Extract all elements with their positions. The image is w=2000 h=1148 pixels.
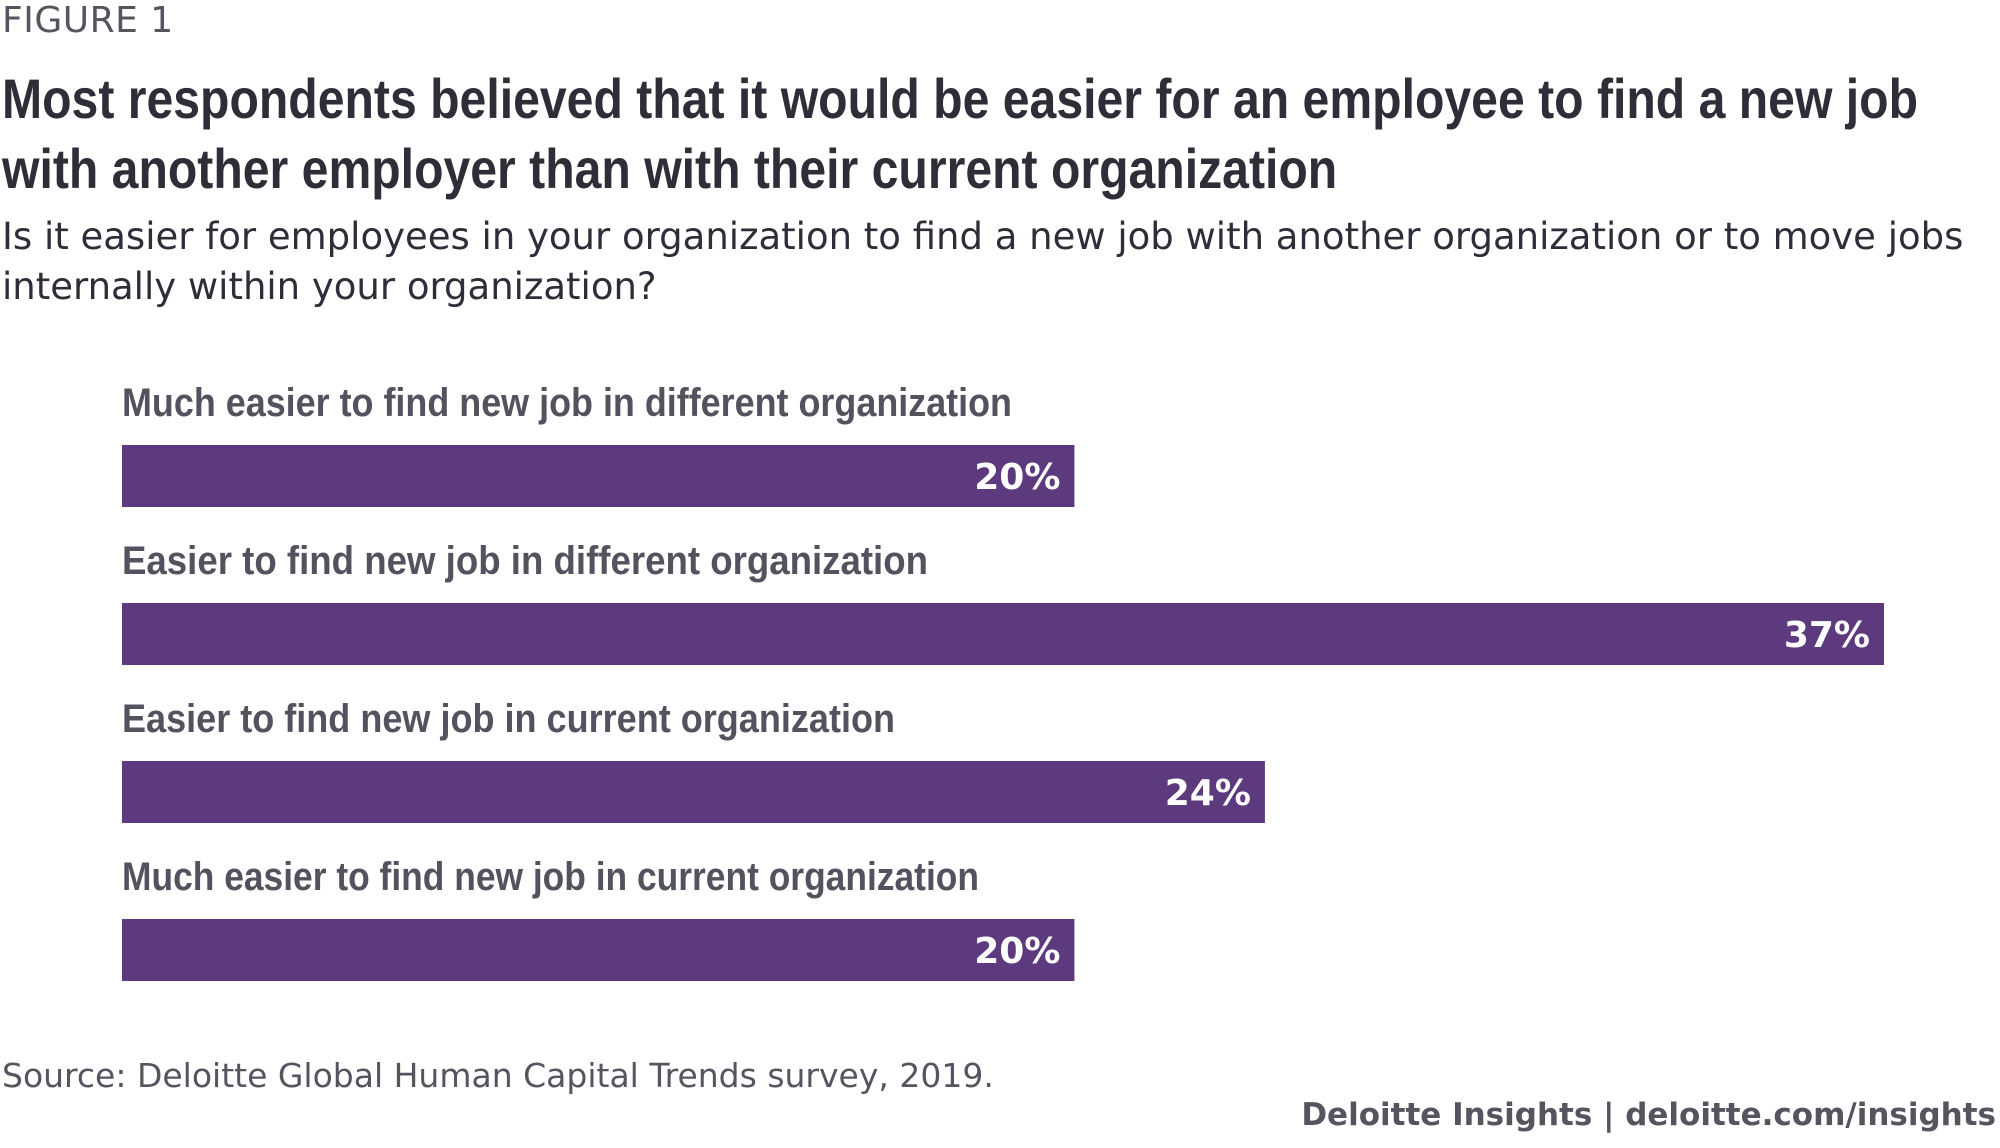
bar (122, 919, 1075, 981)
bar (122, 603, 1884, 665)
category-label: Much easier to find new job in current o… (122, 855, 979, 899)
value-label: 24% (1165, 773, 1251, 814)
source-note: Source: Deloitte Global Human Capital Tr… (2, 1056, 994, 1095)
chart-title: Most respondents believed that it would … (2, 67, 1919, 200)
category-label: Easier to find new job in different orga… (122, 539, 928, 583)
bar-chart: Much easier to find new job in different… (122, 381, 1884, 981)
bar (122, 761, 1265, 823)
publisher-credit: Deloitte Insights | deloitte.com/insight… (1301, 1097, 1996, 1133)
figure-label: FIGURE 1 (2, 0, 174, 41)
category-label: Easier to find new job in current organi… (122, 697, 895, 741)
value-label: 20% (974, 931, 1060, 972)
value-label: 20% (974, 457, 1060, 498)
category-label: Much easier to find new job in different… (122, 381, 1012, 425)
bar (122, 445, 1075, 507)
value-label: 37% (1784, 615, 1870, 656)
bars-group: Much easier to find new job in different… (122, 381, 1884, 981)
chart-subtitle: Is it easier for employees in your organ… (2, 215, 1964, 308)
